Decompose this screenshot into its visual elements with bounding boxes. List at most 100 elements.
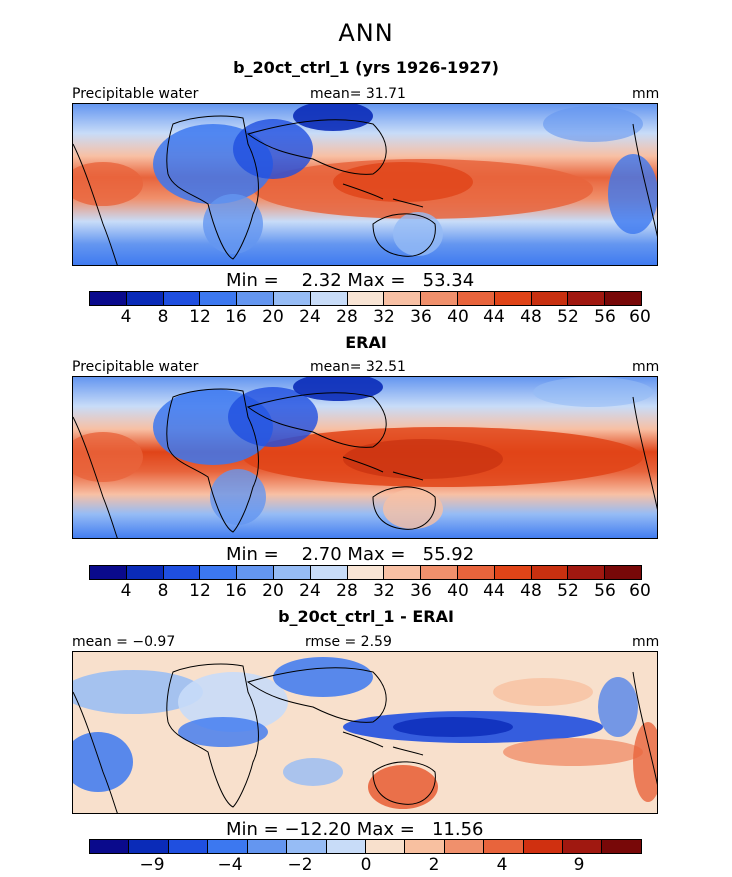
- colorbar-swatch: [405, 840, 445, 853]
- panel-3-mean-label: mean = −0.97: [72, 634, 176, 650]
- colorbar-tick-label: 44: [483, 581, 505, 601]
- panel-2-min-max: Min = 2.70 Max = 55.92: [226, 544, 475, 565]
- colorbar-swatch: [90, 840, 130, 853]
- colorbar-swatch: [523, 840, 564, 853]
- colorbar-swatch: [444, 840, 485, 853]
- panel-2-title: ERAI: [345, 333, 387, 352]
- panel-1-colorbar-ticks: 4 8 12 16 20 24 28 32 36 40 44 48 52 56 …: [0, 307, 732, 329]
- colorbar-tick-label: 40: [447, 581, 469, 601]
- colorbar-tick-label: 2: [428, 855, 440, 875]
- colorbar-tick-label: 9: [573, 855, 585, 875]
- colorbar-tick-label: 48: [520, 581, 542, 601]
- colorbar-swatch: [568, 292, 606, 305]
- colorbar-tick-label: 52: [557, 307, 579, 327]
- colorbar-swatch: [531, 566, 569, 579]
- colorbar-swatch: [484, 840, 524, 853]
- colorbar-tick-label: 32: [373, 307, 395, 327]
- colorbar-swatch: [568, 566, 606, 579]
- colorbar-swatch: [347, 292, 385, 305]
- colorbar-swatch: [237, 566, 274, 579]
- panel-3-rmse-label: rmse = 2.59: [305, 634, 392, 650]
- colorbar-tick-label: 0: [360, 855, 372, 875]
- panel-2-map: [72, 376, 658, 539]
- colorbar-swatch: [90, 566, 127, 579]
- panel-3-map: [72, 651, 658, 814]
- colorbar-tick-label: 56: [594, 581, 616, 601]
- colorbar-tick-label: 16: [225, 581, 247, 601]
- panel-3-min-max: Min = −12.20 Max = 11.56: [226, 819, 484, 840]
- panel-3-units-label: mm: [632, 634, 660, 650]
- colorbar-tick-label: 20: [262, 307, 284, 327]
- colorbar-swatch: [90, 292, 127, 305]
- colorbar-swatch: [126, 566, 164, 579]
- panel-3-colorbar-ticks: −9 −4 −2 0 2 4 9: [0, 855, 732, 877]
- panel-2-units-label: mm: [632, 359, 660, 375]
- panel-2-colorbar-ticks: 4 8 12 16 20 24 28 32 36 40 44 48 52 56 …: [0, 581, 732, 603]
- colorbar-tick-label: 12: [189, 581, 211, 601]
- colorbar-tick-label: 28: [336, 307, 358, 327]
- panel-3-colorbar: [89, 839, 642, 854]
- colorbar-tick-label: −2: [287, 855, 313, 875]
- colorbar-swatch: [287, 840, 327, 853]
- colorbar-tick-label: 36: [410, 581, 432, 601]
- colorbar-tick-label: 4: [120, 581, 132, 601]
- colorbar-tick-label: 8: [157, 307, 169, 327]
- colorbar-tick-label: 24: [299, 307, 321, 327]
- colorbar-swatch: [421, 292, 458, 305]
- colorbar-tick-label: 56: [594, 307, 616, 327]
- colorbar-swatch: [200, 566, 238, 579]
- colorbar-swatch: [494, 292, 532, 305]
- panel-2-colorbar: [89, 565, 642, 580]
- figure-title: ANN: [338, 19, 394, 47]
- panel-1-colorbar: [89, 291, 642, 306]
- colorbar-tick-label: 48: [520, 307, 542, 327]
- colorbar-tick-label: −9: [139, 855, 165, 875]
- colorbar-tick-label: 4: [496, 855, 508, 875]
- colorbar-tick-label: 52: [557, 581, 579, 601]
- colorbar-swatch: [347, 566, 385, 579]
- colorbar-tick-label: 32: [373, 581, 395, 601]
- colorbar-swatch: [602, 840, 641, 853]
- colorbar-swatch: [163, 292, 201, 305]
- colorbar-tick-label: 12: [189, 307, 211, 327]
- colorbar-swatch: [129, 840, 169, 853]
- colorbar-swatch: [273, 292, 311, 305]
- colorbar-swatch: [168, 840, 209, 853]
- panel-1-units-label: mm: [632, 86, 660, 102]
- colorbar-tick-label: 44: [483, 307, 505, 327]
- colorbar-swatch: [126, 292, 164, 305]
- colorbar-tick-label: −4: [217, 855, 243, 875]
- colorbar-tick-label: 28: [336, 581, 358, 601]
- colorbar-swatch: [200, 292, 238, 305]
- colorbar-swatch: [457, 292, 495, 305]
- colorbar-swatch: [163, 566, 201, 579]
- colorbar-swatch: [326, 840, 366, 853]
- colorbar-tick-label: 60: [629, 307, 651, 327]
- colorbar-swatch: [421, 566, 458, 579]
- colorbar-swatch: [605, 292, 641, 305]
- colorbar-swatch: [605, 566, 641, 579]
- colorbar-tick-label: 40: [447, 307, 469, 327]
- colorbar-swatch: [237, 292, 274, 305]
- colorbar-tick-label: 4: [120, 307, 132, 327]
- colorbar-swatch: [531, 292, 569, 305]
- colorbar-swatch: [247, 840, 288, 853]
- colorbar-swatch: [384, 292, 422, 305]
- colorbar-tick-label: 36: [410, 307, 432, 327]
- colorbar-swatch: [310, 292, 348, 305]
- colorbar-swatch: [384, 566, 422, 579]
- colorbar-swatch: [563, 840, 603, 853]
- colorbar-swatch: [365, 840, 406, 853]
- panel-1-min-max: Min = 2.32 Max = 53.34: [226, 270, 475, 291]
- colorbar-swatch: [273, 566, 311, 579]
- colorbar-swatch: [457, 566, 495, 579]
- colorbar-tick-label: 60: [629, 581, 651, 601]
- colorbar-tick-label: 24: [299, 581, 321, 601]
- colorbar-swatch: [310, 566, 348, 579]
- colorbar-tick-label: 20: [262, 581, 284, 601]
- panel-1-mean-label: mean= 31.71: [310, 86, 406, 102]
- panel-2-variable-label: Precipitable water: [72, 359, 199, 375]
- panel-2-mean-label: mean= 32.51: [310, 359, 406, 375]
- colorbar-tick-label: 16: [225, 307, 247, 327]
- colorbar-tick-label: 8: [157, 581, 169, 601]
